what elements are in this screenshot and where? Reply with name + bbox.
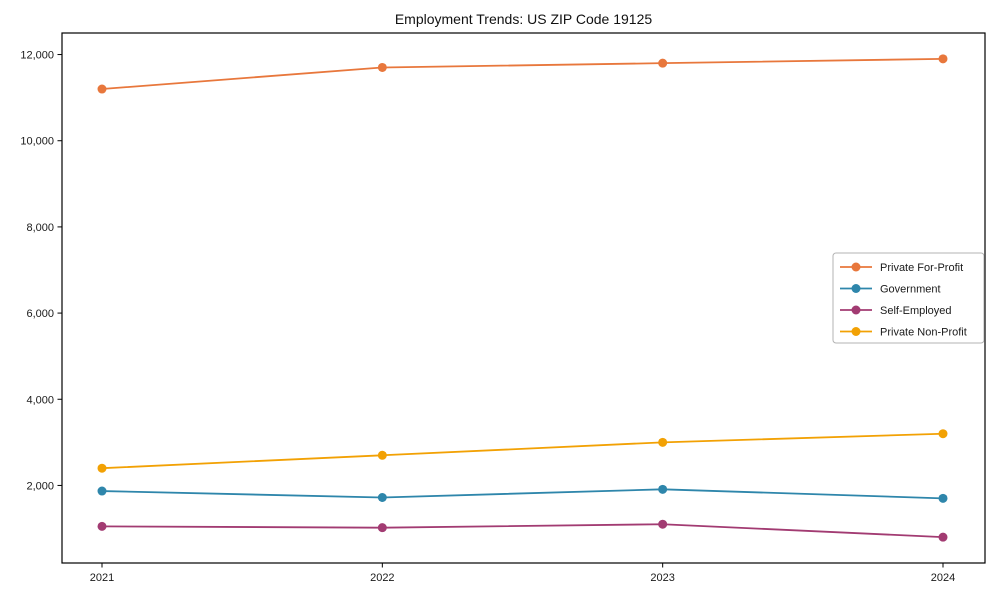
y-tick-label: 2,000 [26,480,54,492]
y-tick-label: 10,000 [20,136,54,148]
series-line [101,57,944,90]
data-point-marker [938,54,948,64]
y-tick-label: 8,000 [26,222,54,234]
series-line [101,432,944,470]
chart-title: Employment Trends: US ZIP Code 19125 [394,11,653,27]
data-point-marker [658,519,668,529]
data-point-marker [377,523,387,533]
data-point-marker [658,437,668,447]
series-line [101,488,944,500]
data-point-marker [938,493,948,503]
y-tick-label: 12,000 [20,50,54,62]
legend-label: Government [880,284,941,296]
legend-box [832,252,985,344]
y-tick-label: 4,000 [26,394,54,406]
legend-label: Self-Employed [880,305,952,317]
legend-label: Private Non-Profit [880,327,967,339]
plot-frame [61,32,986,564]
data-point-marker [97,486,107,496]
data-point-marker [938,429,948,439]
series-line [101,523,944,539]
data-point-marker [97,84,107,94]
legend-marker-dot [851,284,861,293]
data-point-marker [377,493,387,503]
data-point-marker [658,484,668,494]
data-point-marker [377,62,387,72]
x-tick-label: 2024 [931,572,955,584]
legend-label: Private For-Profit [880,262,963,274]
x-tick-label: 2022 [370,572,394,584]
legend-marker-dot [851,327,861,336]
data-point-marker [938,532,948,542]
data-point-marker [377,450,387,460]
data-point-marker [658,58,668,68]
data-point-marker [97,463,107,473]
legend-marker-dot [851,305,861,315]
x-tick-label: 2023 [650,572,674,584]
y-tick-label: 6,000 [26,308,54,320]
legend-marker-dot [851,262,861,272]
data-point-marker [97,521,107,531]
x-tick-label: 2021 [90,572,114,584]
